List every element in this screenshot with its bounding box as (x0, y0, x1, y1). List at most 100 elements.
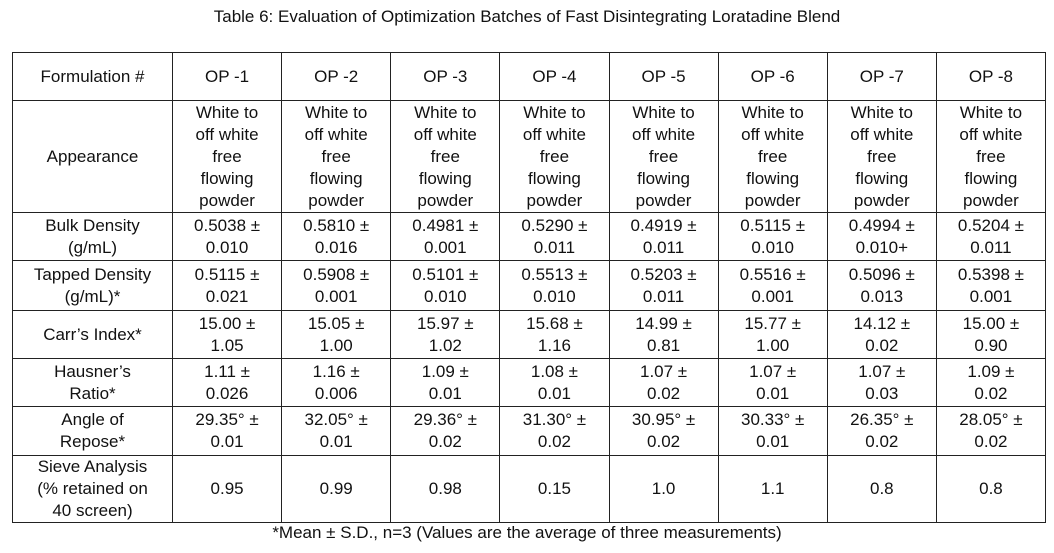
header-cell: OP -2 (281, 52, 392, 101)
cell-line: 0.010+ (855, 237, 909, 257)
cell-line: Angle of (61, 410, 124, 429)
table-cell: 1.07 ±0.02 (608, 358, 719, 407)
cell-line: 1.0 (651, 479, 676, 498)
cell-line: 0.01 (319, 432, 353, 451)
cell-line: Ratio* (69, 383, 116, 403)
cell-line: 1.07 ± (749, 361, 797, 381)
table-cell: 28.05° ± 0.02 (935, 406, 1047, 456)
table-row: Tapped Density (g/mL)* 0.5115 ±0.021 0.5908… (12, 260, 1047, 311)
table-cell: 1.09 ±0.01 (390, 358, 501, 407)
cell-line: 0.5096 ± (848, 264, 915, 284)
cell-line: 15.05 ± (307, 313, 365, 333)
table-cell: 0.4981 ±0.001 (390, 212, 501, 261)
cell-line: 0.5908 ± (303, 264, 370, 284)
header-cell: OP -4 (499, 52, 610, 101)
cell-line: 0.5038 ± (194, 215, 261, 235)
cell-line: Tapped Density (33, 264, 152, 284)
cell-line: 0.001 (969, 286, 1013, 306)
cell-line: 0.5204 ± (957, 215, 1024, 235)
table-cell: 15.00 ±0.90 (935, 310, 1047, 359)
table-cell: 26.35° ± 0.02 (826, 406, 937, 456)
cell-line: 0.81 (647, 335, 681, 355)
cell-line: 0.026 (205, 383, 249, 403)
cell-line: 0.010 (533, 286, 576, 306)
table-cell: 31.30° ± 0.02 (499, 406, 610, 456)
cell-line: 0.010 (205, 237, 249, 257)
cell-line: 0.15 (537, 479, 571, 498)
cell-line: 26.35° ± (850, 410, 914, 429)
table-cell: 15.68 ±1.16 (499, 310, 610, 359)
cell-line: 0.02 (974, 432, 1008, 451)
header-cell: Formulation # (12, 52, 173, 101)
header-cell: OP -1 (171, 52, 283, 101)
cell-line: 0.013 (860, 286, 904, 306)
table-cell: 1.0 (608, 455, 719, 523)
cell-line: off white (413, 124, 477, 144)
cell-line: 14.99 ± (635, 313, 692, 333)
cell-line: flowing (637, 168, 691, 188)
table-cell: 29.35° ± 0.01 (171, 406, 283, 456)
table-cell: White to off white free flowing powder (390, 100, 501, 213)
table-cell: 1.1 (717, 455, 828, 523)
table-cell: 1.08 ±0.01 (499, 358, 610, 407)
table-cell: 0.95 (171, 455, 283, 523)
cell-line: free (212, 146, 242, 166)
cell-line: 0.5810 ± (303, 215, 370, 235)
cell-line: (g/mL) (67, 237, 118, 257)
cell-line: White to (195, 102, 259, 122)
cell-line: 0.02 (865, 432, 899, 451)
cell-line: 0.5516 ± (739, 264, 806, 284)
cell-line: off white (304, 124, 368, 144)
row-label: Carr’s Index* (12, 310, 173, 359)
table-cell: White to off white free flowing powder (717, 100, 828, 213)
cell-line: White to (850, 102, 913, 122)
cell-line: free (321, 146, 351, 166)
cell-line: Appearance (46, 146, 139, 166)
header-row: Formulation # OP -1 OP -2 OP -3 OP -4 OP -5 OP… (12, 52, 1047, 101)
cell-line: White to (741, 102, 804, 122)
table-cell: White to off white free flowing powder (826, 100, 937, 213)
cell-line: 0.4981 ± (412, 215, 479, 235)
cell-line: 15.68 ± (526, 313, 583, 333)
cell-line: 15.77 ± (744, 313, 801, 333)
cell-line: off white (522, 124, 586, 144)
cell-line: 15.00 ± (198, 313, 256, 333)
cell-line: off white (850, 124, 914, 144)
cell-line: 0.98 (428, 479, 462, 498)
cell-line: Hausner’s (54, 361, 131, 381)
row-label: Sieve Analysis (% retained on 40 screen) (12, 455, 173, 523)
cell-line: 32.05° ± (304, 410, 368, 429)
data-table: Formulation # OP -1 OP -2 OP -3 OP -4 OP -5 OP… (12, 52, 1047, 523)
cell-line: 1.11 ± (204, 361, 250, 381)
cell-line: free (976, 146, 1006, 166)
table-cell: 0.98 (390, 455, 501, 523)
table-cell: 0.5101 ±0.010 (390, 260, 501, 311)
cell-line: 0.5115 ± (740, 215, 806, 235)
cell-line: 0.001 (751, 286, 794, 306)
cell-line: off white (741, 124, 805, 144)
table-cell: 1.07 ±0.03 (826, 358, 937, 407)
table-cell: 0.5203 ±0.011 (608, 260, 719, 311)
cell-line: 0.011 (970, 237, 1012, 257)
row-label: Tapped Density (g/mL)* (12, 260, 173, 311)
table-cell: White to off white free flowing powder (608, 100, 719, 213)
cell-line: off white (632, 124, 696, 144)
cell-line: free (430, 146, 460, 166)
cell-line: flowing (746, 168, 800, 188)
cell-line: 0.021 (205, 286, 249, 306)
table-cell: 15.77 ±1.00 (717, 310, 828, 359)
cell-line: 0.5290 ± (521, 215, 588, 235)
cell-line: 0.001 (424, 237, 467, 257)
cell-line: flowing (964, 168, 1018, 188)
cell-line: (g/mL)* (64, 286, 121, 306)
cell-line: off white (195, 124, 259, 144)
table-cell: 14.12 ±0.02 (826, 310, 937, 359)
table-cell: 0.5516 ±0.001 (717, 260, 828, 311)
table-cell: 15.00 ±1.05 (171, 310, 283, 359)
cell-line: 0.4994 ± (848, 215, 915, 235)
table-row: Carr’s Index* 15.00 ±1.05 15.05 ±1.00 15.97… (12, 310, 1047, 359)
table-cell: 0.5810 ±0.016 (281, 212, 392, 261)
header-cell: OP -6 (717, 52, 828, 101)
cell-line: powder (417, 190, 474, 210)
